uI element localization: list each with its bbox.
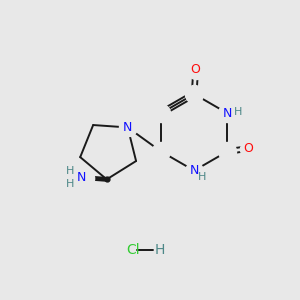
Text: Cl: Cl xyxy=(126,243,140,257)
Text: O: O xyxy=(244,142,254,155)
Text: O: O xyxy=(191,63,201,76)
Text: H: H xyxy=(154,243,165,257)
Text: N: N xyxy=(190,164,199,177)
Text: H: H xyxy=(198,172,207,182)
Text: H: H xyxy=(66,179,74,189)
Text: H: H xyxy=(66,166,74,176)
Text: N: N xyxy=(123,121,132,134)
Text: N: N xyxy=(76,170,86,184)
Text: H: H xyxy=(234,107,243,117)
Text: N: N xyxy=(223,107,232,120)
